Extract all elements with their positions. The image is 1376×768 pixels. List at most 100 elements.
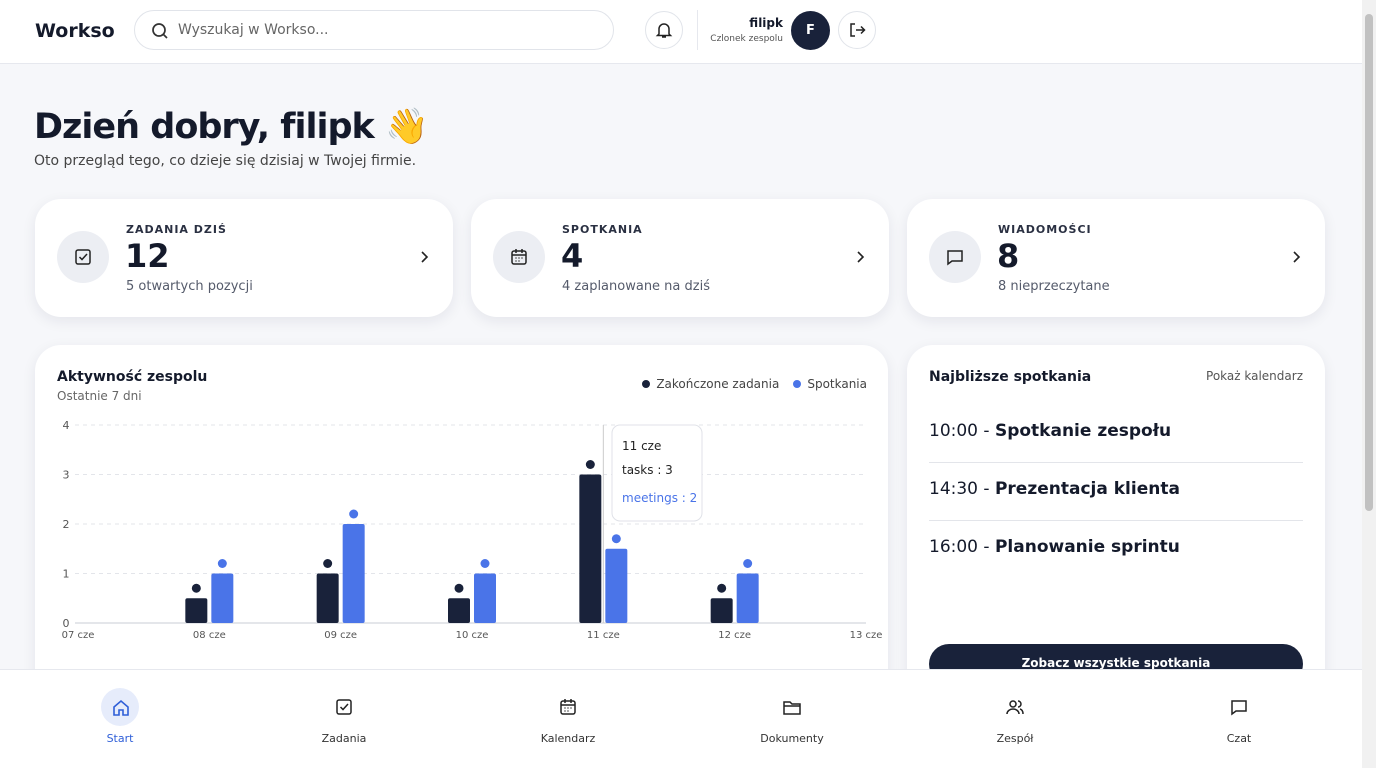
nav-label: Zadania	[321, 732, 367, 745]
legend: Zakończone zadania Spotkania	[642, 377, 867, 391]
bar-marker	[743, 559, 753, 568]
logo[interactable]: Workso	[35, 20, 115, 42]
tooltip-title: 11 cze	[622, 439, 661, 453]
bar	[710, 598, 733, 623]
nav-label: Dokumenty	[760, 732, 824, 745]
nav-item[interactable]: Start	[60, 688, 180, 745]
bar	[185, 598, 208, 623]
logout-button[interactable]	[838, 11, 876, 49]
greeting-title: Dzień dobry, filipk 👋	[34, 107, 429, 147]
bar-marker	[585, 460, 595, 469]
calendar-link[interactable]: Pokaż kalendarz	[1206, 369, 1303, 383]
meeting-time: 14:30	[929, 479, 978, 499]
bar	[605, 548, 628, 623]
nav-item[interactable]: Czat	[1179, 688, 1299, 745]
stat-card[interactable]: WIADOMOŚCI 8 8 nieprzeczytane	[907, 199, 1325, 317]
meeting-item[interactable]: 16:00 - Planowanie sprintu	[929, 537, 1303, 579]
bar	[211, 573, 234, 623]
bar-marker	[349, 509, 359, 519]
stat-label: WIADOMOŚCI	[998, 223, 1092, 236]
nav-label: Zespół	[996, 732, 1034, 745]
avatar[interactable]: F	[791, 11, 830, 50]
meetings-card: Najbliższe spotkania Pokaż kalendarz Zob…	[907, 345, 1325, 705]
meeting-time: 16:00	[929, 537, 978, 557]
nav-item[interactable]: Zadania	[284, 688, 404, 745]
meeting-dash: -	[983, 537, 990, 557]
stat-icon	[57, 231, 109, 283]
nav-item[interactable]: Zespół	[955, 688, 1075, 745]
chart-title: Aktywność zespolu	[57, 369, 208, 385]
search-box[interactable]: Wyszukaj w Workso...	[134, 10, 614, 50]
chart: 0 1 2 3 4 07 cze 08 cze 09 cze 10 cze 11 cze 12 cz…	[62, 419, 883, 641]
bar	[474, 573, 496, 623]
tooltip-box	[611, 424, 703, 522]
x-tick-label: 10 cze	[456, 630, 489, 641]
stat-label: ZADANIA DZIŚ	[126, 223, 227, 236]
y-tick-label: 0	[63, 617, 70, 630]
stat-card[interactable]: ZADANIA DZIŚ 12 5 otwartych pozycji	[35, 199, 453, 317]
meeting-item[interactable]: 10:00 - Spotkanie zespołu	[929, 421, 1303, 463]
meeting-dash: -	[983, 479, 990, 499]
legend-item[interactable]: Zakończone zadania	[642, 377, 779, 391]
x-tick-label: 13 cze	[850, 630, 883, 641]
bar-marker	[717, 583, 727, 593]
nav-item[interactable]: Kalendarz	[508, 688, 628, 745]
legend-item[interactable]: Spotkania	[793, 377, 867, 391]
meeting-dash: -	[983, 421, 990, 441]
search-icon	[152, 23, 168, 39]
bar	[448, 598, 470, 623]
x-tick-label: 11 cze	[587, 630, 620, 641]
bell-icon	[655, 23, 673, 38]
meeting-item[interactable]: 14:30 - Prezentacja klienta	[929, 479, 1303, 521]
bar-marker	[480, 559, 490, 568]
stat-icon	[929, 231, 981, 283]
search-placeholder: Wyszukaj w Workso...	[178, 22, 329, 38]
logout-icon	[850, 23, 866, 37]
bar-marker	[323, 559, 333, 568]
chart-subtitle: Ostatnie 7 dni	[57, 389, 142, 403]
meeting-title: Spotkanie zespołu	[994, 421, 1172, 441]
tooltip-meetings: meetings : 2	[622, 491, 697, 505]
bar-marker	[217, 559, 227, 568]
activity-card: Aktywność zespolu Ostatnie 7 dni Zakończ…	[35, 345, 888, 705]
user-name: filipk	[749, 16, 783, 30]
notifications-button[interactable]	[645, 11, 683, 49]
stat-value: 8	[997, 237, 1020, 275]
bar-marker	[191, 583, 201, 593]
greeting-subtitle: Oto przegląd tego, co dzieje się dzisiaj…	[34, 153, 417, 169]
meeting-title: Planowanie sprintu	[994, 537, 1180, 557]
bar-marker	[454, 583, 464, 593]
legend-label: Zakończone zadania	[656, 377, 780, 391]
user-role: Czlonek zespolu	[710, 34, 783, 44]
legend-label: Spotkania	[807, 377, 867, 391]
chevron	[1293, 251, 1301, 263]
stat-card[interactable]: SPOTKANIA 4 4 zaplanowane na dziś	[471, 199, 889, 317]
bar	[342, 524, 365, 623]
meetings-title: Najbliższe spotkania	[929, 369, 1092, 385]
x-tick-label: 08 cze	[193, 630, 226, 641]
stat-icon	[493, 231, 545, 283]
stat-note: 5 otwartych pozycji	[126, 279, 253, 294]
y-tick-label: 2	[63, 518, 70, 531]
bar	[736, 573, 759, 623]
y-tick-label: 4	[63, 419, 70, 432]
bar	[316, 573, 339, 623]
nav-label: Kalendarz	[540, 732, 596, 745]
chevron	[857, 251, 865, 263]
chevron	[421, 251, 429, 263]
scrollbar[interactable]	[1362, 0, 1376, 768]
x-tick-label: 09 cze	[324, 630, 357, 641]
tooltip-tasks: tasks : 3	[622, 463, 673, 477]
meeting-title: Prezentacja klienta	[994, 479, 1180, 499]
nav-item[interactable]: Dokumenty	[732, 688, 852, 745]
header: Workso Wyszukaj w Workso... filipk Czlon…	[0, 0, 1362, 64]
stat-label: SPOTKANIA	[562, 223, 643, 236]
x-tick-label: 12 cze	[718, 630, 751, 641]
nav-label: Czat	[1226, 732, 1252, 745]
bar-marker	[611, 534, 621, 544]
meeting-time: 10:00	[929, 421, 978, 441]
x-tick-label: 07 cze	[62, 630, 95, 641]
bar	[579, 474, 602, 623]
stat-value: 12	[125, 237, 170, 275]
